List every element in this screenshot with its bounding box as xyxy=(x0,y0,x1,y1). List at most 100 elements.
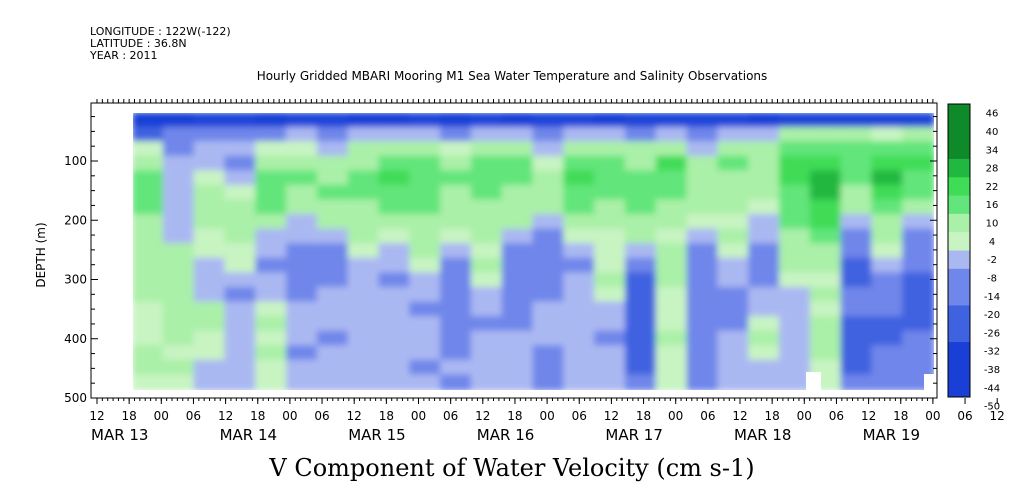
x-tick-label: 00 xyxy=(154,409,169,423)
heatmap-cell xyxy=(686,126,720,144)
heatmap-cell xyxy=(440,374,473,390)
heatmap-cell xyxy=(532,330,566,348)
heatmap-cell xyxy=(409,272,443,289)
x-tick-label: 18 xyxy=(122,409,137,423)
heatmap-cell xyxy=(193,184,227,202)
x-tick-label: 18 xyxy=(893,409,908,423)
heatmap-cell xyxy=(871,374,905,390)
heatmap-cell xyxy=(133,113,934,127)
heatmap-cell xyxy=(624,214,658,231)
heatmap-cell xyxy=(316,126,350,144)
heatmap-cell xyxy=(563,199,597,217)
heatmap-cell xyxy=(255,243,289,260)
heatmap-cell xyxy=(193,126,227,144)
x-tick-label: 12 xyxy=(861,409,876,423)
heatmap-cell xyxy=(162,374,196,390)
heatmap-cell xyxy=(162,228,196,246)
heatmap-cell xyxy=(686,301,720,319)
heatmap-cell xyxy=(624,243,658,260)
heatmap-cell xyxy=(778,228,812,246)
heatmap-cell xyxy=(162,345,196,362)
heatmap-cell xyxy=(624,374,658,390)
heatmap-cell xyxy=(224,330,258,348)
heatmap-cell xyxy=(316,155,350,173)
heatmap-cell xyxy=(316,374,350,390)
heatmap-cell xyxy=(440,316,473,333)
heatmap-cell xyxy=(717,214,751,231)
heatmap-cell xyxy=(902,286,934,304)
colorbar-label: -44 xyxy=(984,383,1000,394)
heatmap-cell xyxy=(902,126,934,144)
heatmap-cell xyxy=(224,272,258,289)
heatmap-cell xyxy=(286,214,319,231)
heatmap-cell xyxy=(193,330,227,348)
heatmap-cell xyxy=(655,199,689,217)
heatmap-cell xyxy=(224,301,258,319)
colorbar-label: 46 xyxy=(986,109,999,120)
heatmap-cell xyxy=(840,141,874,158)
heatmap-cell xyxy=(778,214,812,231)
x-tick-label: 18 xyxy=(250,409,265,423)
heatmap-cell xyxy=(470,272,504,289)
heatmap-cell xyxy=(193,199,227,217)
heatmap-cell xyxy=(871,345,905,362)
heatmap-cell xyxy=(501,257,535,275)
heatmap-cell xyxy=(532,286,566,304)
heatmap-cell xyxy=(809,184,843,202)
heatmap-cell xyxy=(193,155,227,173)
heatmap-cell xyxy=(717,359,751,377)
heatmap-cell xyxy=(193,214,227,231)
colorbar-label: -20 xyxy=(984,310,1000,321)
heatmap-cell xyxy=(778,286,812,304)
heatmap-cell xyxy=(840,184,874,202)
heatmap-cell xyxy=(532,359,566,377)
heatmap-cell xyxy=(224,214,258,231)
heatmap-cell xyxy=(193,141,227,158)
heatmap-cell xyxy=(133,141,165,158)
colorbar: 46 40 34 28 22 16 10 4 -2 -8 -14 -20 -26 -32 -38 -44 -50 xyxy=(947,103,1000,413)
heatmap-cell xyxy=(255,228,289,246)
heatmap-cell xyxy=(193,374,227,390)
heatmap-cell xyxy=(286,374,319,390)
heatmap-cell xyxy=(563,374,597,390)
heatmap-cell xyxy=(286,184,319,202)
heatmap-cell xyxy=(409,126,443,144)
heatmap-cell xyxy=(624,316,658,333)
heatmap-cell xyxy=(501,286,535,304)
colorbar-label: -38 xyxy=(984,365,1000,376)
heatmap-cell xyxy=(563,170,597,187)
heatmap-cell xyxy=(840,243,874,260)
heatmap-cell xyxy=(255,345,289,362)
heatmap-cell xyxy=(193,243,227,260)
heatmap-cell xyxy=(440,141,473,158)
heatmap-cell xyxy=(686,374,720,390)
heatmap-cell xyxy=(624,330,658,348)
heatmap-cell xyxy=(501,345,535,362)
heatmap-cell xyxy=(624,199,658,217)
x-tick-label: 00 xyxy=(797,409,812,423)
heatmap-cell xyxy=(162,155,196,173)
heatmap-cell xyxy=(162,257,196,275)
heatmap-cell xyxy=(563,330,597,348)
heatmap-cell xyxy=(655,359,689,377)
heatmap-cell xyxy=(563,286,597,304)
heatmap-cell xyxy=(563,345,597,362)
heatmap-cell xyxy=(501,374,535,390)
heatmap-cell xyxy=(133,272,165,289)
heatmap-cell xyxy=(748,170,781,187)
heatmap-cell xyxy=(440,330,473,348)
heatmap-cell xyxy=(133,126,165,144)
heatmap-cell xyxy=(316,184,350,202)
heatmap-cell xyxy=(686,155,720,173)
heatmap-cell xyxy=(224,170,258,187)
x-tick-label: 06 xyxy=(700,409,715,423)
heatmap-cell xyxy=(224,199,258,217)
heatmap-cell xyxy=(563,316,597,333)
heatmap-cell xyxy=(871,214,905,231)
heatmap-cell xyxy=(655,155,689,173)
heatmap-cell xyxy=(378,170,412,187)
heatmap-cell xyxy=(440,243,473,260)
heatmap-cell xyxy=(133,359,165,377)
heatmap-cell xyxy=(133,345,165,362)
heatmap-cell xyxy=(133,155,165,173)
